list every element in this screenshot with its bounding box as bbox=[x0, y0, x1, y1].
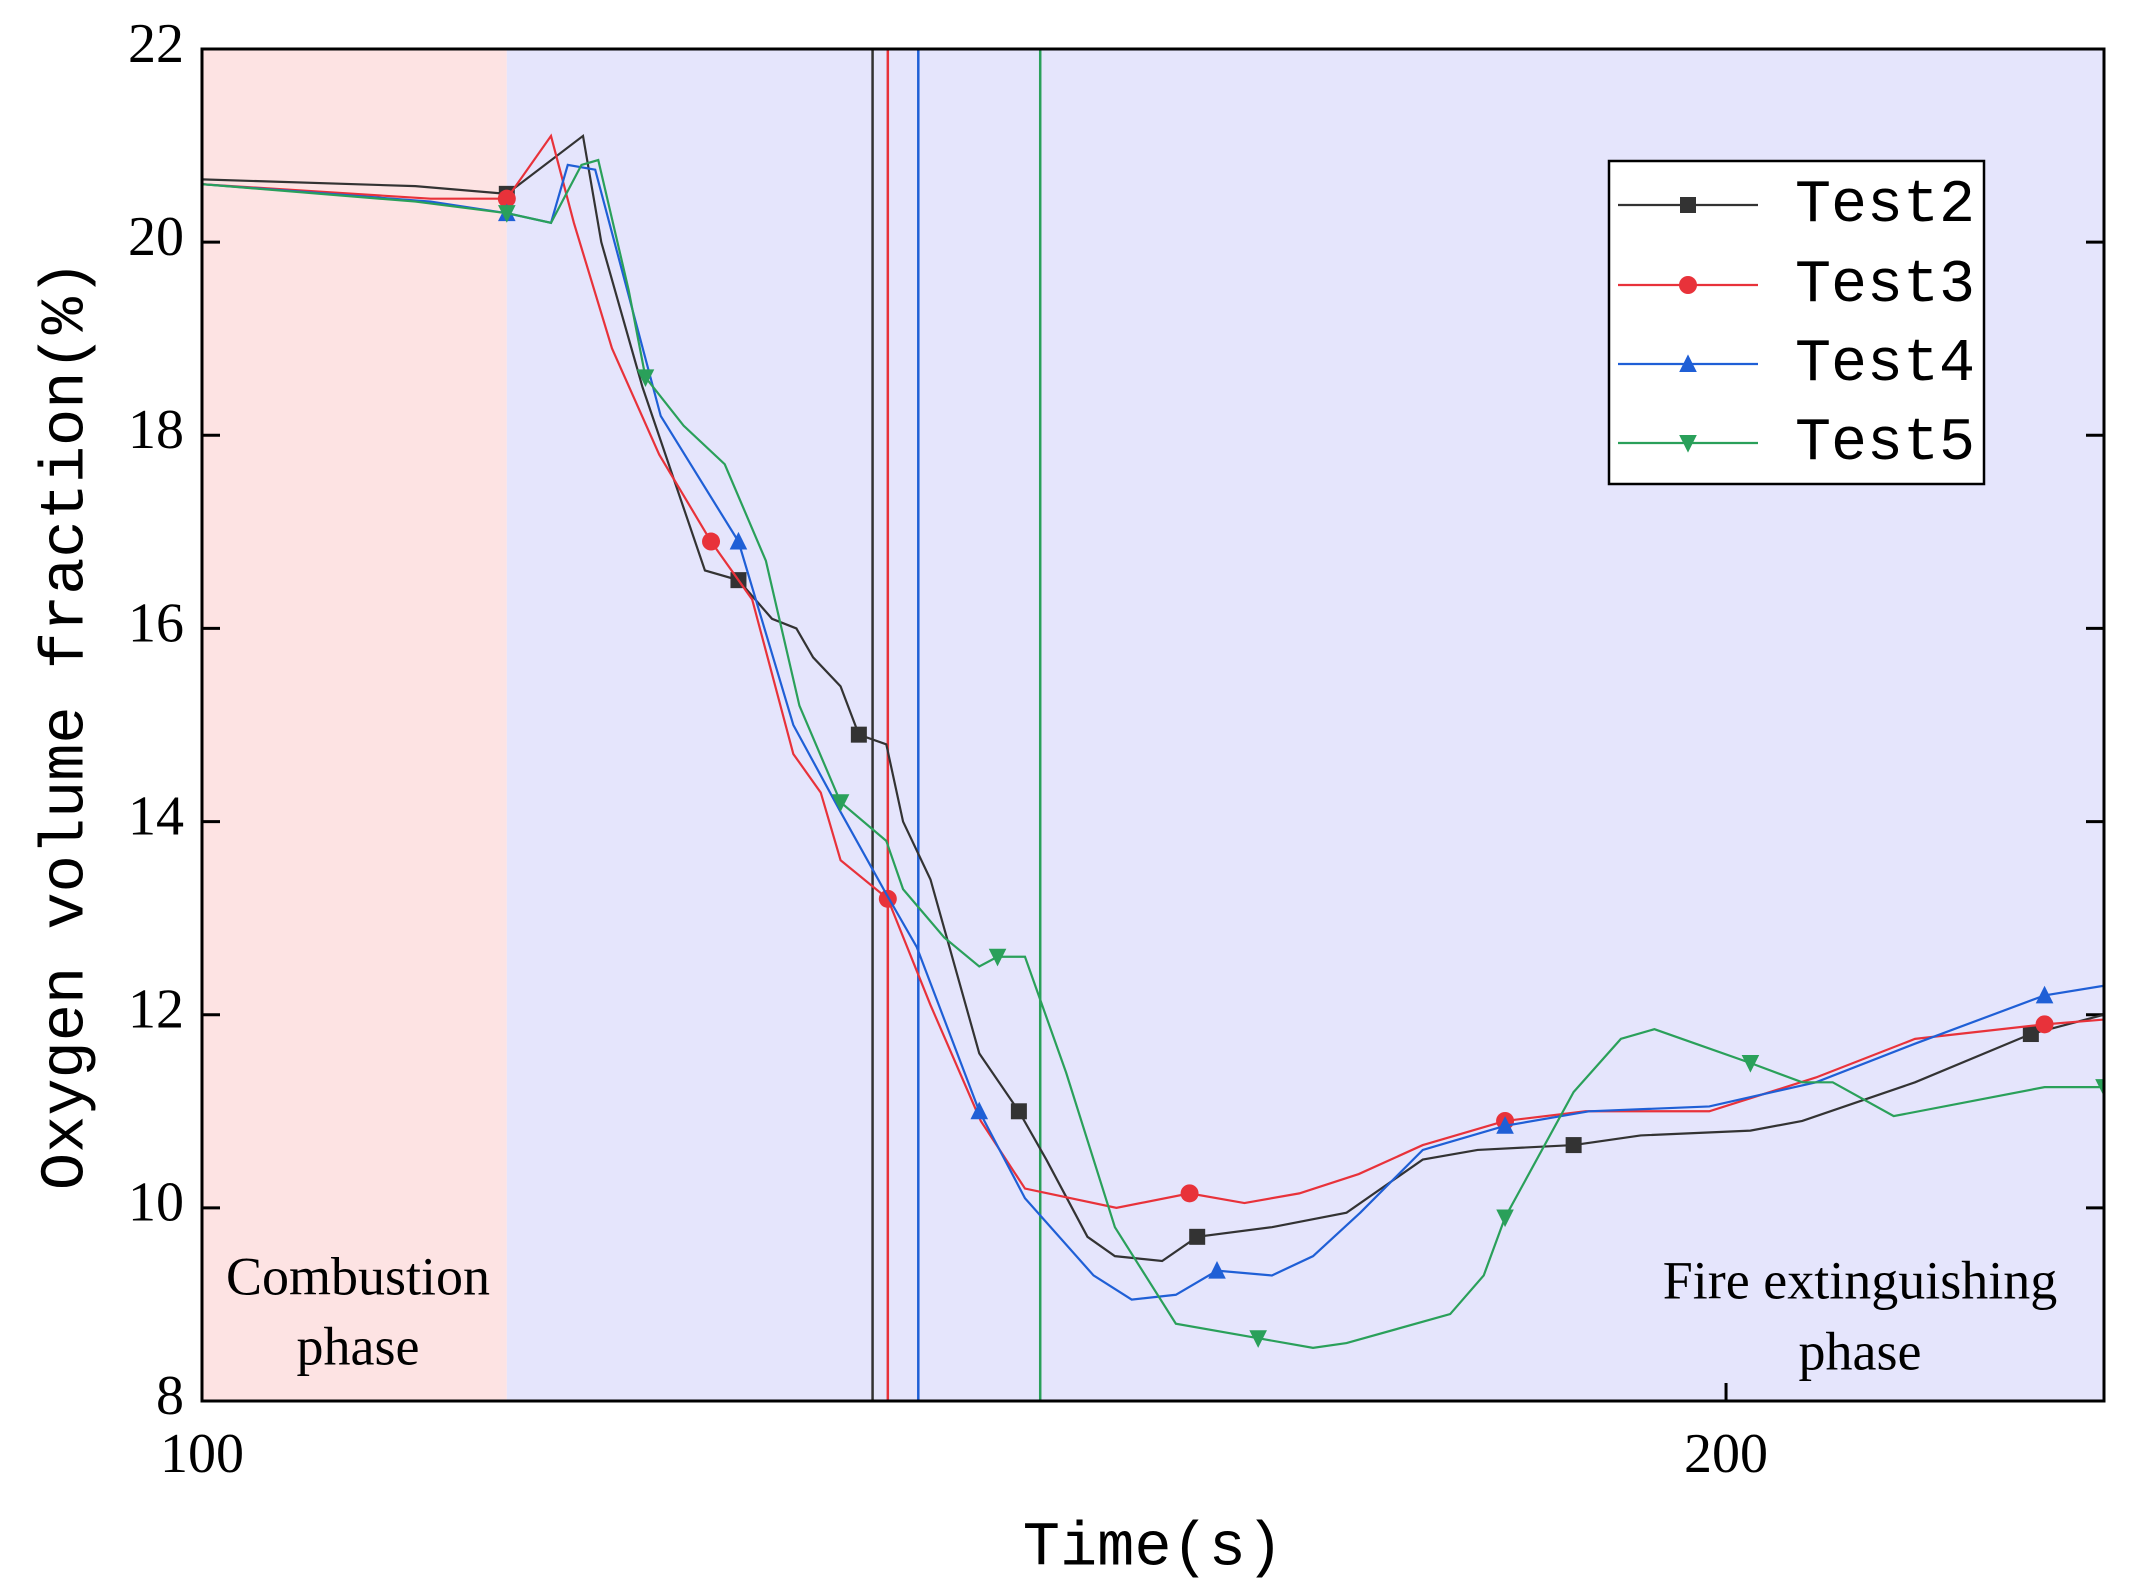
x-axis-title: Time(s) bbox=[1023, 1512, 1283, 1583]
point bbox=[1180, 1184, 1199, 1203]
phase-region bbox=[202, 49, 507, 1401]
point bbox=[729, 531, 748, 550]
y-tick-label: 12 bbox=[128, 979, 184, 1041]
series-line bbox=[202, 158, 2104, 1349]
point bbox=[1679, 435, 1697, 453]
series-line bbox=[202, 133, 2104, 1209]
point bbox=[1565, 1137, 1582, 1154]
y-tick-label: 22 bbox=[128, 13, 184, 75]
legend-label: Test2 bbox=[1795, 172, 1975, 240]
plot-frame bbox=[200, 47, 2106, 1403]
point bbox=[2095, 1079, 2104, 1097]
point bbox=[498, 205, 516, 223]
point bbox=[636, 369, 655, 387]
point bbox=[2035, 985, 2054, 1004]
point bbox=[1010, 1103, 1027, 1120]
point bbox=[988, 948, 1007, 967]
point bbox=[831, 794, 850, 812]
point bbox=[1496, 1116, 1514, 1134]
point bbox=[1679, 276, 1697, 294]
region-label: Combustion bbox=[226, 1246, 490, 1306]
region-label: phase bbox=[1799, 1321, 1922, 1381]
y-tick-label: 18 bbox=[128, 399, 184, 461]
y-tick-label: 8 bbox=[156, 1365, 184, 1427]
point bbox=[1189, 1228, 1206, 1245]
point bbox=[2022, 1026, 2039, 1043]
region-label: phase bbox=[297, 1316, 420, 1376]
point bbox=[1496, 1209, 1514, 1228]
y-tick-label: 10 bbox=[128, 1172, 184, 1234]
point bbox=[850, 726, 867, 743]
series-line bbox=[202, 163, 2104, 1301]
y-axis-title: Oxygen volume fraction(%) bbox=[30, 260, 101, 1190]
y-tick-label: 20 bbox=[128, 206, 184, 268]
point bbox=[970, 1101, 989, 1120]
legend-label: Test4 bbox=[1795, 331, 1975, 399]
point bbox=[702, 532, 721, 551]
legend-label: Test5 bbox=[1795, 410, 1975, 478]
point bbox=[1208, 1261, 1226, 1279]
region-label: Fire extinguishing bbox=[1663, 1250, 2057, 1310]
x-tick-label: 100 bbox=[160, 1423, 244, 1485]
plot-area bbox=[202, 133, 2104, 1349]
point bbox=[1249, 1330, 1267, 1348]
legend-label: Test3 bbox=[1795, 252, 1975, 320]
point bbox=[1680, 197, 1696, 213]
point bbox=[2035, 1015, 2054, 1034]
point bbox=[1741, 1055, 1760, 1073]
y-tick-label: 16 bbox=[128, 592, 184, 654]
legend-box bbox=[1607, 159, 1986, 486]
point bbox=[1679, 354, 1697, 372]
y-tick-label: 14 bbox=[128, 785, 184, 847]
x-tick-label: 200 bbox=[1684, 1423, 1768, 1485]
point bbox=[497, 189, 516, 208]
